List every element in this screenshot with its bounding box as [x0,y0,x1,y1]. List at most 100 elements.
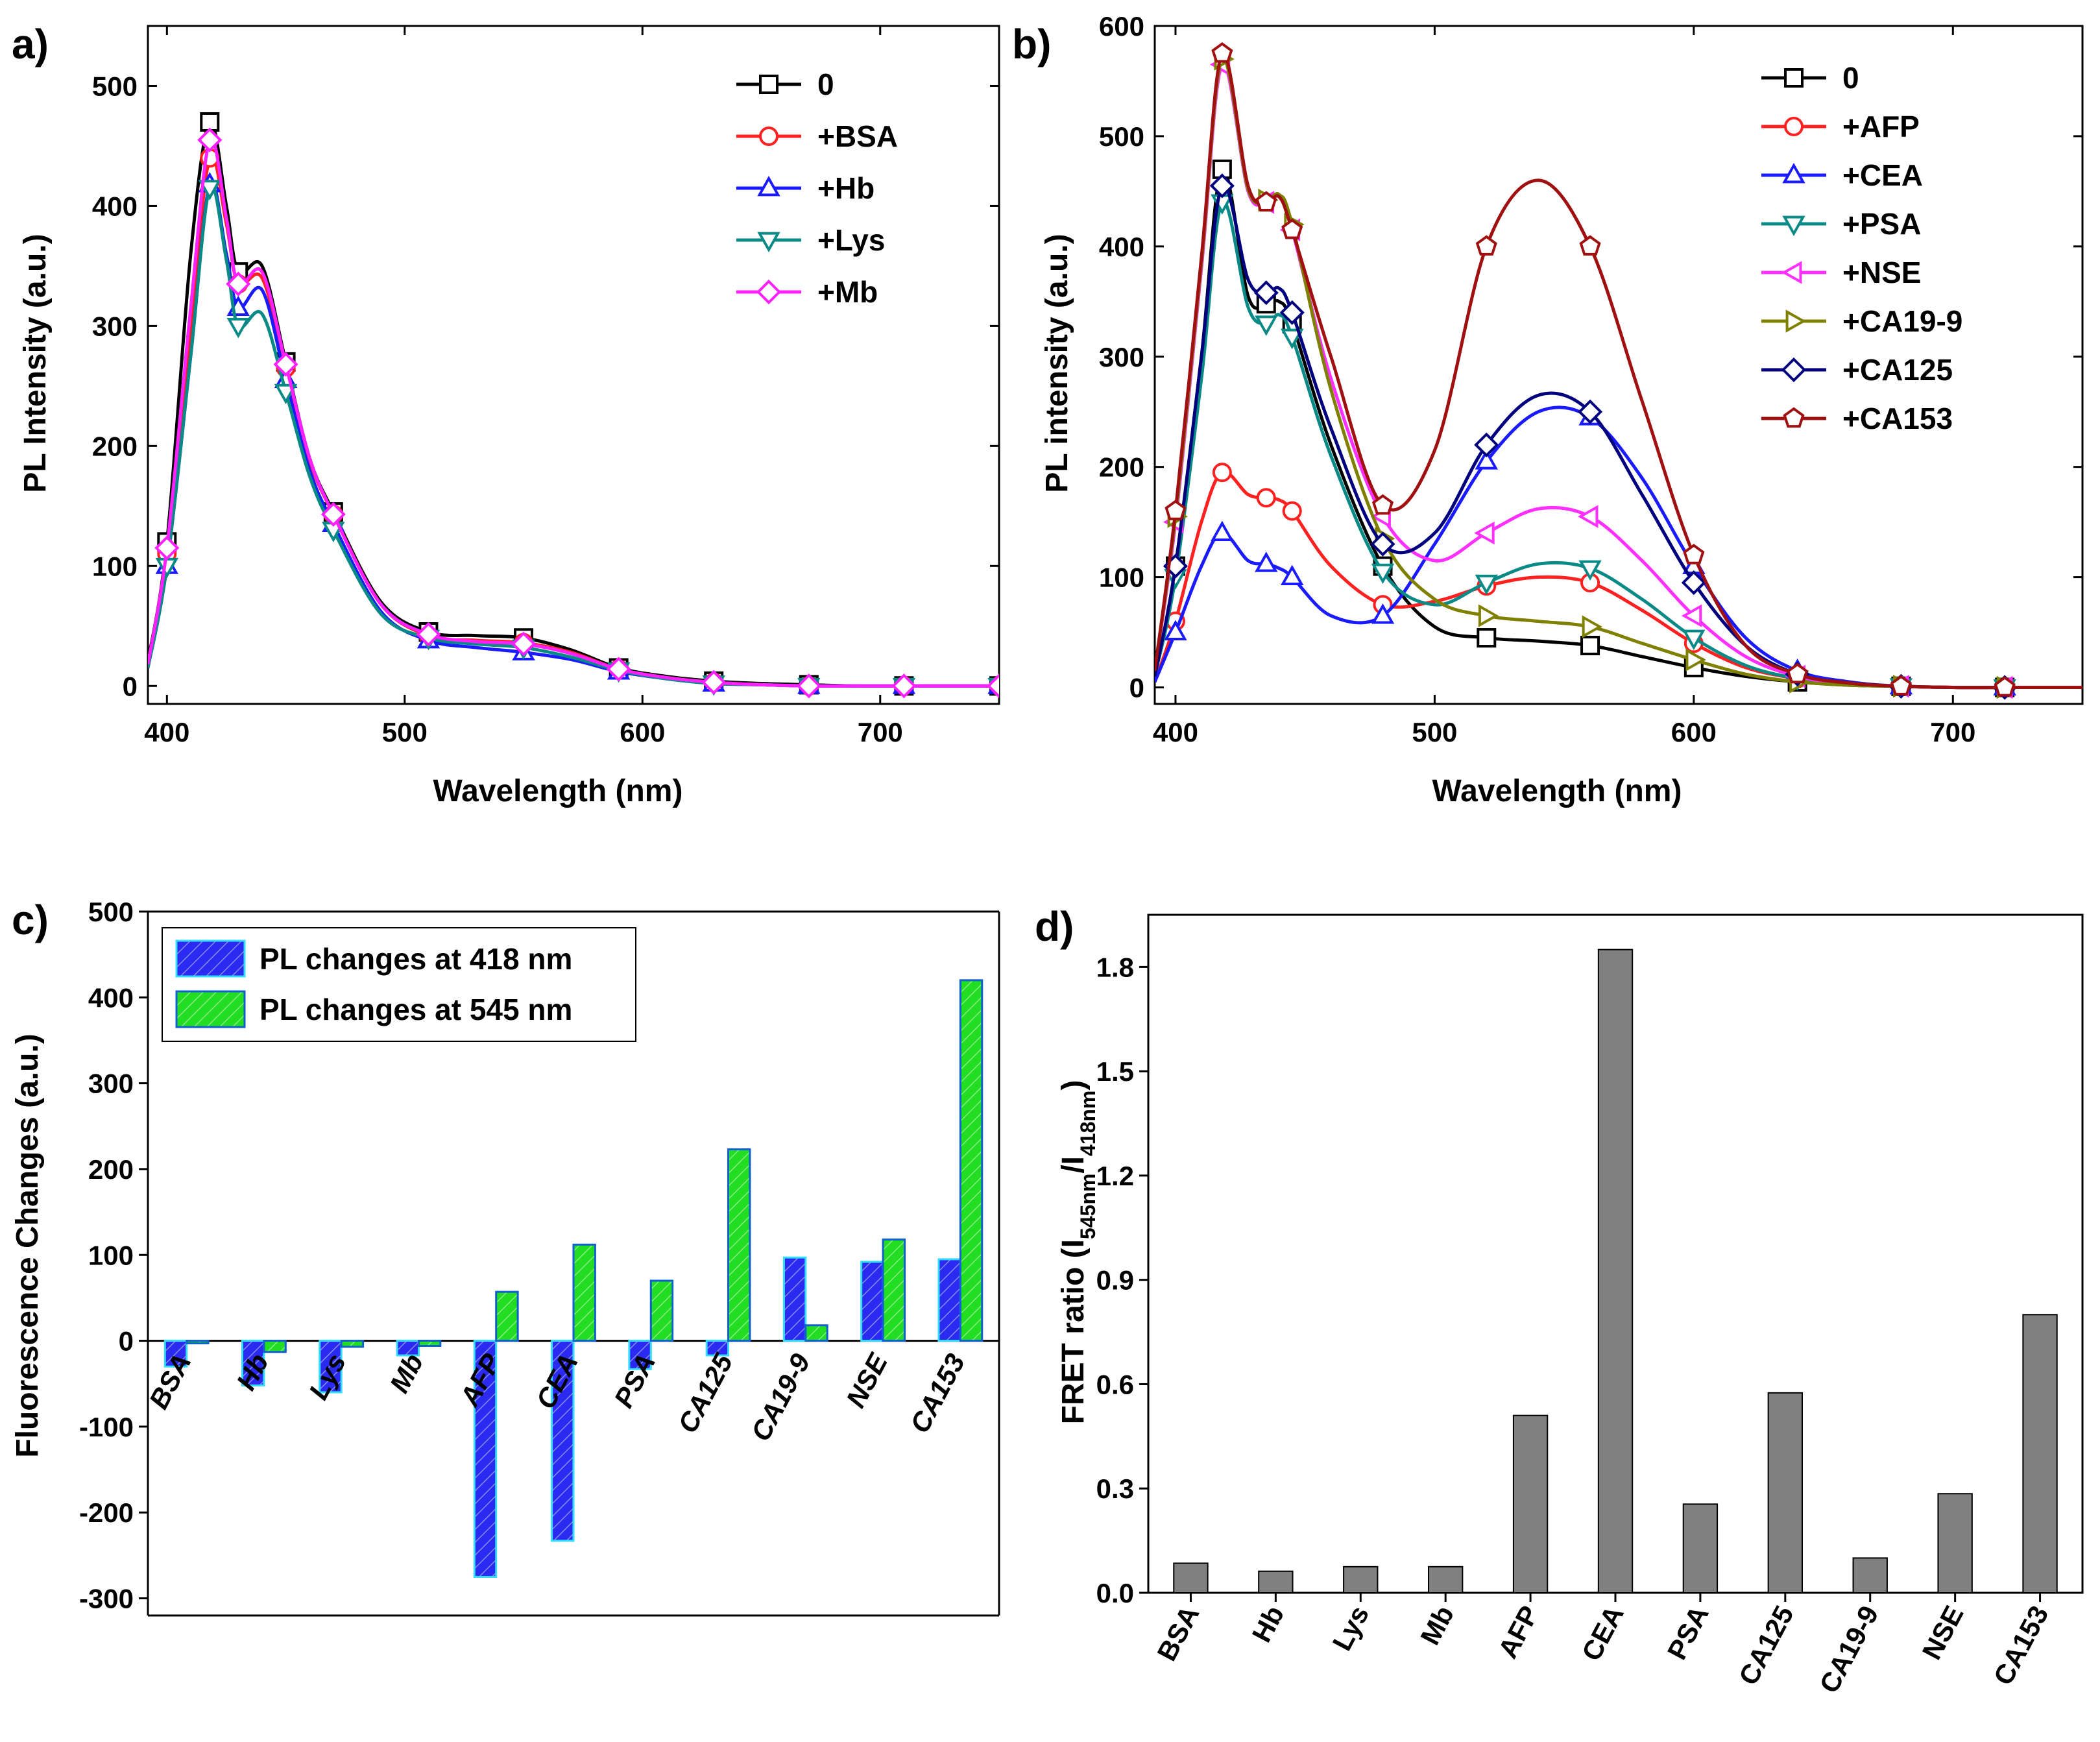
panel-b-axes: 400 500 600 700 0 100 200 300 400 500 600 [1099,11,2084,747]
bar-418-PSA [628,1340,652,1370]
data-point [1255,315,1278,336]
x-tick-label: 600 [620,717,665,747]
y-tick-label: 0.9 [1096,1265,1134,1296]
data-point [1371,603,1395,624]
y-tick-label: 400 [92,191,138,221]
data-point [198,180,222,200]
data-point [197,127,223,152]
category-label-Hb: Hb [230,1349,274,1396]
y-tick-label: 300 [88,1069,134,1099]
series-line-Mb [148,136,999,688]
category-label-Hb: Hb [1246,1601,1290,1647]
y-tick-label: -200 [79,1497,134,1528]
bar-418-Hb [241,1340,265,1386]
y-tick-label: 1.2 [1096,1161,1134,1191]
legend-entry-label: +CEA [1842,158,1923,192]
data-point [1580,635,1600,655]
series-line-CA153 [1155,51,2082,690]
bar-418-BSA [163,1340,188,1368]
bar-CA19-9 [1852,1557,1888,1593]
legend-entry-label: 0 [1842,61,1859,95]
data-point [1209,173,1235,199]
category-label-Lys: Lys [1326,1601,1375,1656]
bar-545-BSA [186,1340,210,1345]
plot-frame [147,25,1000,705]
legend-entry-label: PL changes at 418 nm [259,942,572,976]
data-point [1256,488,1276,508]
data-point [606,657,631,682]
y-tick-label: 100 [92,551,138,581]
data-point [1371,494,1394,515]
data-point [1578,505,1599,528]
panel-d-ylabel-suffix: ) [1056,1080,1091,1091]
x-tick-label: 400 [144,717,189,747]
series-line-Hb [148,180,999,688]
category-label-BSA: BSA [143,1349,197,1414]
data-point [1577,399,1603,424]
panel-a-series [148,112,999,699]
legend-entry-label: 0 [817,67,834,101]
bar-CA153 [2022,1314,2058,1594]
legend-entry-label: +AFP [1842,110,1920,143]
bar-418-NSE [860,1261,884,1342]
legend-entry-label: +BSA [817,119,898,153]
category-label-PSA: PSA [608,1349,661,1412]
data-point [1582,615,1603,638]
legend-entry-label: +Mb [817,275,878,309]
category-label-CA19-9: CA19-9 [745,1348,816,1446]
category-label-PSA: PSA [1661,1601,1715,1664]
legend-marker [757,232,780,253]
data-point [1279,300,1305,325]
panel-b-series [1155,42,2082,700]
x-tick-label: 700 [1930,717,1975,747]
category-label-CA125: CA125 [1733,1601,1800,1690]
y-tick-label: 400 [1099,232,1144,262]
data-point [226,317,250,339]
y-tick-label: 0 [1129,673,1144,703]
category-label-CA153: CA153 [904,1349,971,1438]
legend-marker [1784,68,1804,88]
data-point [701,670,727,695]
legend-marker [1783,407,1805,428]
bar-545-Lys [340,1340,365,1348]
data-point [1475,235,1497,256]
bar-418-CEA [551,1340,575,1542]
y-tick-label: 1.5 [1096,1056,1134,1087]
legend-marker [1785,309,1807,333]
bar-BSA [1173,1562,1209,1594]
category-label-NSE: NSE [1916,1601,1970,1664]
bar-418-CA19-9 [782,1256,807,1342]
category-label-CEA: CEA [1576,1601,1630,1665]
data-point [1211,520,1234,542]
bar-545-CA19-9 [804,1324,828,1342]
y-tick-label: 0 [123,671,138,701]
legend-entry-label: +CA19-9 [1842,304,1962,338]
bar-545-Mb [417,1340,442,1348]
y-tick-label: 500 [1099,121,1144,152]
data-point [1579,235,1601,256]
bar-418-CA125 [705,1340,730,1357]
x-tick-label: 700 [858,717,903,747]
bar-418-Mb [396,1340,420,1357]
panel-c: c) Fluorescence Changes (a.u.) -300-200-… [10,897,1000,1617]
panel-a-x-axis-label: Wavelength (nm) [433,774,683,808]
series-group [1155,42,2082,700]
bar-CA125 [1767,1392,1804,1593]
data-point [226,271,251,296]
panel-b-y-axis-label: PL intensity (a.u.) [1040,234,1074,492]
y-tick-label: 400 [88,982,134,1013]
y-tick-label: 200 [92,431,138,461]
bar-Hb [1258,1570,1294,1594]
panel-c-label: c) [12,897,49,943]
y-tick-label: 600 [1099,11,1144,42]
legend-marker [757,175,780,197]
data-point [1370,531,1395,557]
data-point [1474,432,1499,457]
bar-PSA [1682,1503,1719,1594]
panel-d-y-axis-label: FRET ratio (I545nm/I418nm) [1056,1080,1100,1425]
data-point [1474,521,1495,545]
y-tick-label: 100 [1099,563,1144,593]
panel-d-axes: 0.0 0.3 0.6 0.9 1.2 1.5 1.8 [1096,913,2084,1608]
